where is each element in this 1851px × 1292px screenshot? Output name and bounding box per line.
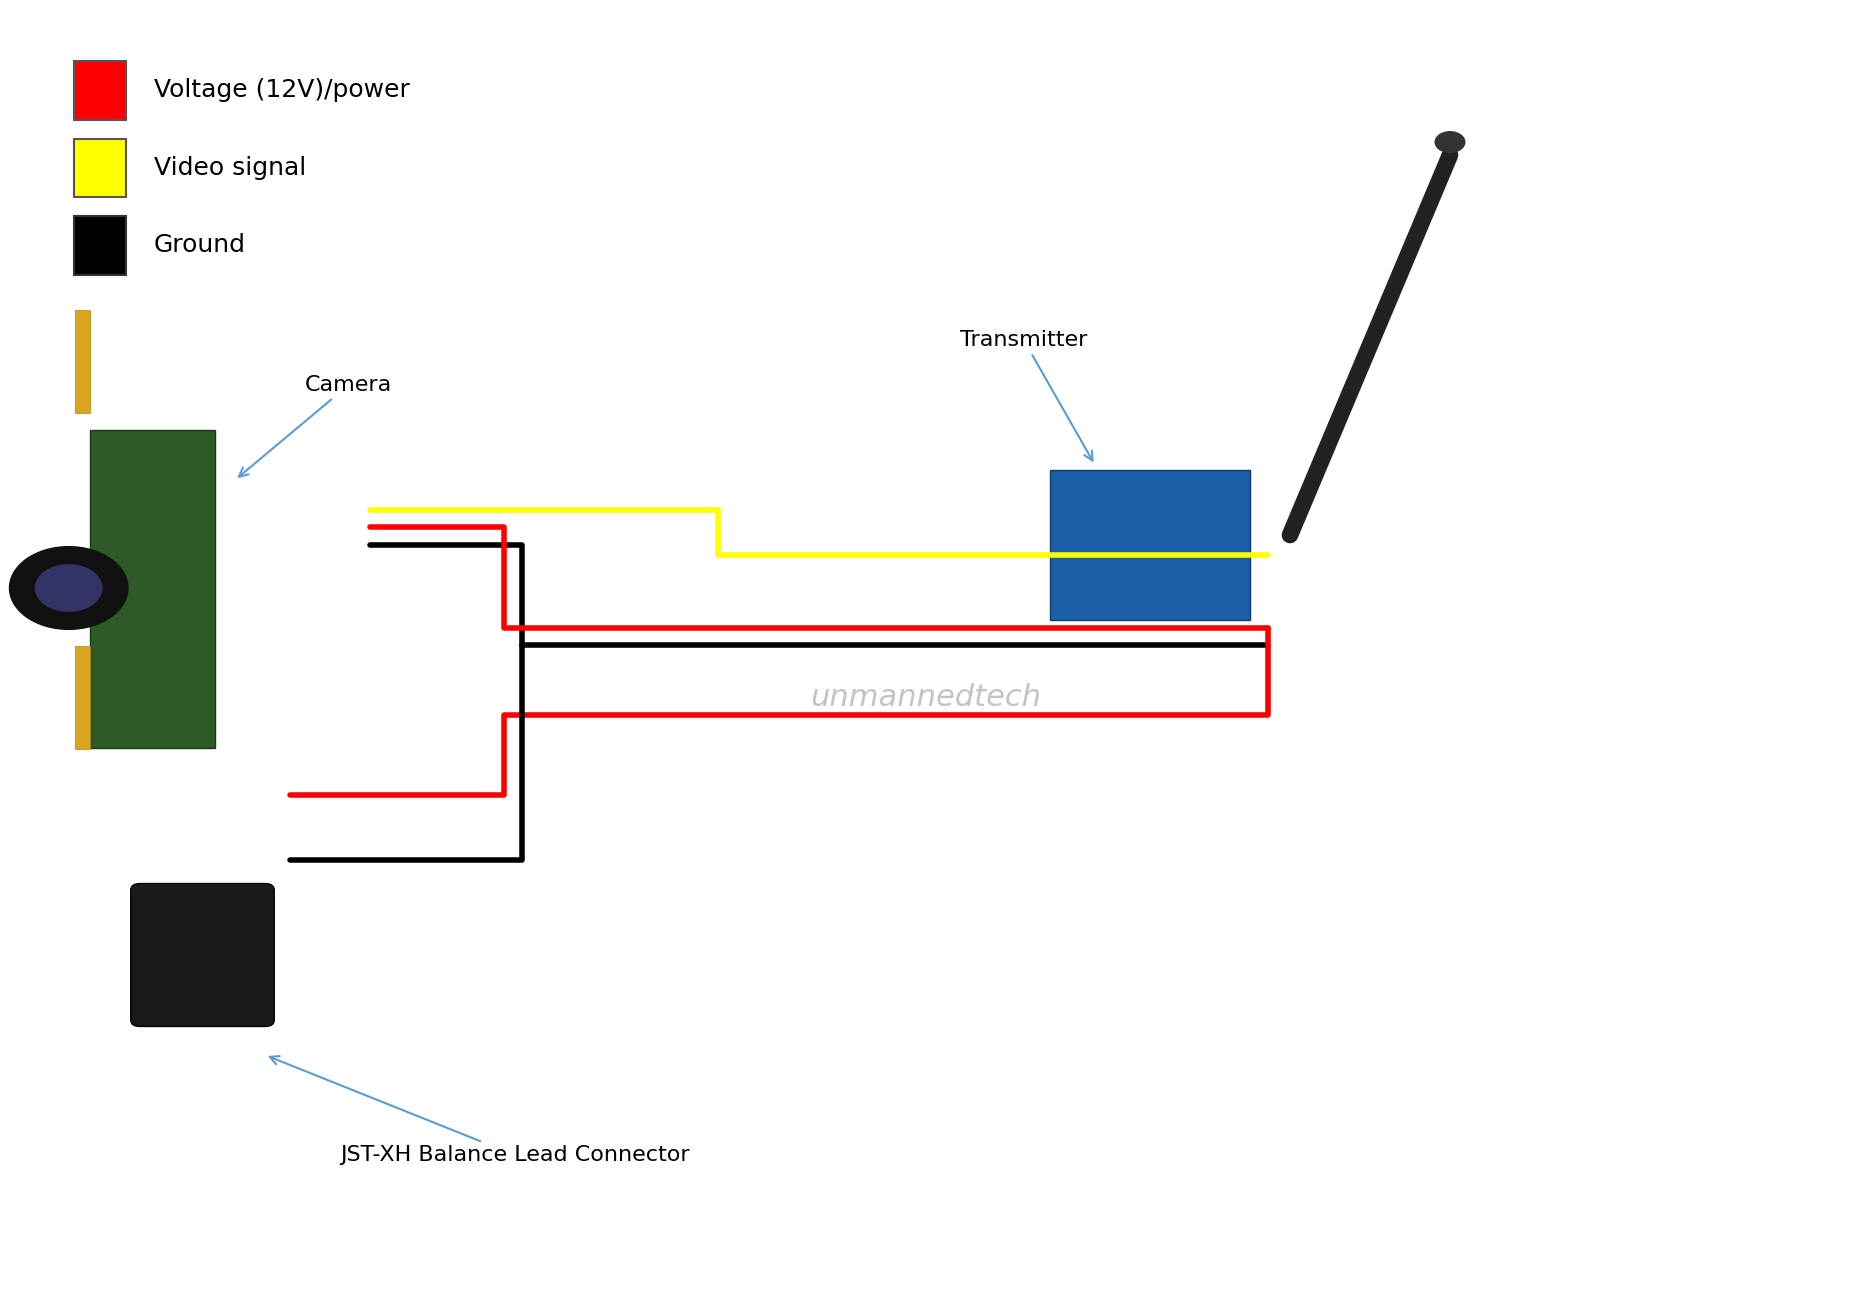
Circle shape xyxy=(9,547,128,629)
FancyBboxPatch shape xyxy=(91,430,215,748)
FancyBboxPatch shape xyxy=(131,884,274,1026)
Text: JST-XH Balance Lead Connector: JST-XH Balance Lead Connector xyxy=(270,1056,690,1165)
FancyBboxPatch shape xyxy=(76,310,91,413)
FancyBboxPatch shape xyxy=(1050,470,1249,620)
Text: Voltage (12V)/power: Voltage (12V)/power xyxy=(154,79,409,102)
Text: Video signal: Video signal xyxy=(154,156,305,180)
Text: unmannedtech: unmannedtech xyxy=(811,683,1040,712)
Circle shape xyxy=(1435,132,1464,152)
FancyBboxPatch shape xyxy=(76,646,91,749)
Text: Camera: Camera xyxy=(239,375,392,477)
Text: Transmitter: Transmitter xyxy=(961,329,1092,460)
FancyBboxPatch shape xyxy=(74,140,126,198)
Circle shape xyxy=(35,565,102,611)
FancyBboxPatch shape xyxy=(74,61,126,119)
Text: Ground: Ground xyxy=(154,234,246,257)
FancyBboxPatch shape xyxy=(74,216,126,275)
